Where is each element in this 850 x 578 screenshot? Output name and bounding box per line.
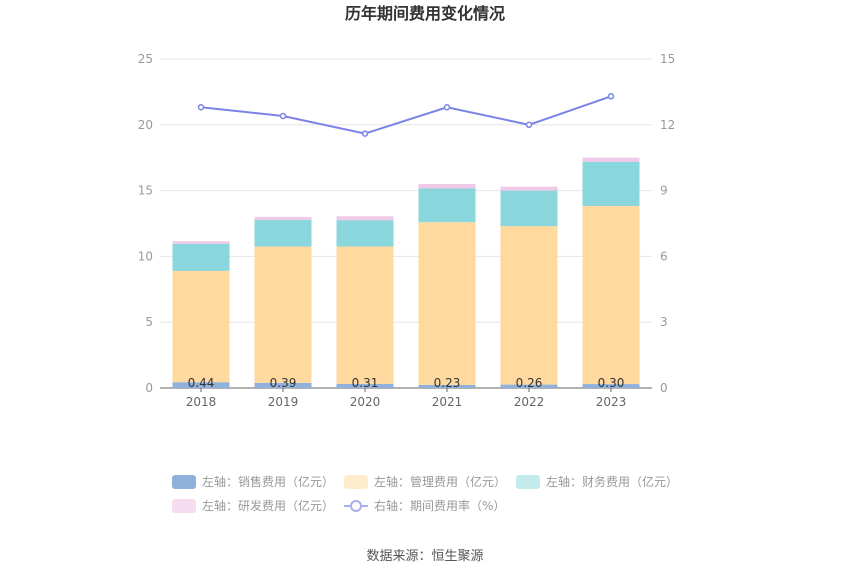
bar-segment-3[interactable] bbox=[172, 243, 230, 271]
rate-line bbox=[200, 95, 612, 135]
bar-segment-1[interactable] bbox=[500, 384, 558, 388]
bar-data-label: 0.39 bbox=[270, 376, 297, 390]
bar-segment-4[interactable] bbox=[582, 157, 640, 162]
legend-item[interactable]: 右轴：期间费用率（%） bbox=[344, 498, 505, 513]
bar-segment-2[interactable] bbox=[254, 246, 312, 383]
legend-swatch bbox=[516, 475, 540, 489]
x-tick-label: 2023 bbox=[596, 395, 627, 409]
bar-series bbox=[172, 157, 640, 388]
legend[interactable]: 左轴：销售费用（亿元） 左轴：管理费用（亿元） 左轴：财务费用（亿元） 左轴：研发费用… bbox=[172, 474, 678, 513]
bar-segment-3[interactable] bbox=[582, 161, 640, 206]
legend-label: 左轴：销售费用（亿元） bbox=[202, 474, 334, 489]
legend-label: 左轴：财务费用（亿元） bbox=[546, 474, 678, 489]
bar-segment-2[interactable] bbox=[172, 270, 230, 383]
bar-segment-3[interactable] bbox=[500, 190, 558, 227]
bar-segment-4[interactable] bbox=[254, 216, 312, 220]
bar-segment-2[interactable] bbox=[418, 222, 476, 385]
legend-label: 右轴：期间费用率（%） bbox=[374, 498, 505, 513]
legend-item[interactable]: 左轴：管理费用（亿元） bbox=[344, 474, 506, 489]
bar-segment-4[interactable] bbox=[500, 186, 558, 191]
bar-segment-1[interactable] bbox=[582, 384, 640, 388]
right-axis-ticks: 0 3 6 9 12 15 bbox=[660, 52, 675, 395]
rate-point[interactable] bbox=[443, 104, 451, 111]
rate-point[interactable] bbox=[525, 121, 533, 129]
right-tick-label: 15 bbox=[660, 52, 675, 66]
bar-data-label: 0.23 bbox=[434, 376, 461, 390]
right-tick-label: 9 bbox=[660, 184, 668, 198]
x-axis-ticks: 2018 2019 2020 2021 2022 2023 bbox=[186, 388, 627, 409]
legend-label: 左轴：管理费用（亿元） bbox=[374, 474, 506, 489]
x-tick-label: 2021 bbox=[432, 395, 463, 409]
legend-swatch bbox=[172, 499, 196, 513]
legend-item[interactable]: 左轴：销售费用（亿元） bbox=[172, 474, 334, 489]
bar-segment-1[interactable] bbox=[336, 383, 394, 388]
right-tick-label: 3 bbox=[660, 315, 668, 329]
bar-data-label: 0.30 bbox=[598, 376, 625, 390]
left-tick-label: 10 bbox=[138, 249, 153, 263]
bar-data-labels: 0.44 0.39 0.31 0.23 0.26 0.30 bbox=[188, 376, 625, 390]
x-tick-label: 2019 bbox=[268, 395, 299, 409]
bar-segment-4[interactable] bbox=[418, 184, 476, 189]
bar-data-label: 0.44 bbox=[188, 376, 215, 390]
bar-segment-2[interactable] bbox=[500, 226, 558, 385]
rate-point[interactable] bbox=[607, 93, 615, 100]
left-tick-label: 5 bbox=[145, 315, 153, 329]
grid-lines bbox=[160, 58, 652, 389]
left-axis-ticks: 0 5 10 15 20 25 bbox=[138, 52, 153, 395]
legend-item[interactable]: 左轴：财务费用（亿元） bbox=[516, 474, 678, 489]
bar-segment-3[interactable] bbox=[418, 188, 476, 223]
legend-marker bbox=[350, 500, 362, 512]
bar-data-label: 0.26 bbox=[516, 376, 543, 390]
x-tick-label: 2018 bbox=[186, 395, 217, 409]
rate-point[interactable] bbox=[197, 104, 205, 111]
right-tick-label: 12 bbox=[660, 118, 675, 132]
bar-segment-1[interactable] bbox=[254, 382, 312, 388]
left-tick-label: 25 bbox=[138, 52, 153, 66]
left-tick-label: 20 bbox=[138, 118, 153, 132]
bar-segment-4[interactable] bbox=[336, 216, 394, 221]
bar-segment-3[interactable] bbox=[336, 220, 394, 247]
rate-point[interactable] bbox=[279, 112, 287, 120]
legend-item[interactable]: 左轴：研发费用（亿元） bbox=[172, 498, 334, 513]
right-tick-label: 6 bbox=[660, 249, 668, 263]
source-note: 数据来源：恒生聚源 bbox=[366, 549, 483, 564]
bar-data-label: 0.31 bbox=[352, 376, 379, 390]
bar-segment-4[interactable] bbox=[172, 241, 230, 244]
legend-swatch bbox=[344, 475, 368, 489]
rate-point[interactable] bbox=[361, 130, 369, 137]
legend-label: 左轴：研发费用（亿元） bbox=[202, 498, 334, 513]
bar-segment-3[interactable] bbox=[254, 219, 312, 247]
right-tick-label: 0 bbox=[660, 381, 668, 395]
bar-segment-1[interactable] bbox=[418, 384, 476, 388]
bar-segment-1[interactable] bbox=[172, 382, 230, 388]
legend-swatch bbox=[172, 475, 196, 489]
bar-segment-2[interactable] bbox=[582, 205, 640, 385]
x-tick-label: 2020 bbox=[350, 395, 381, 409]
x-tick-label: 2022 bbox=[514, 395, 545, 409]
left-tick-label: 15 bbox=[138, 184, 153, 198]
bar-segment-2[interactable] bbox=[336, 246, 394, 384]
chart-title: 历年期间费用变化情况 bbox=[345, 4, 505, 23]
left-tick-label: 0 bbox=[145, 381, 153, 395]
line-series bbox=[197, 93, 615, 137]
